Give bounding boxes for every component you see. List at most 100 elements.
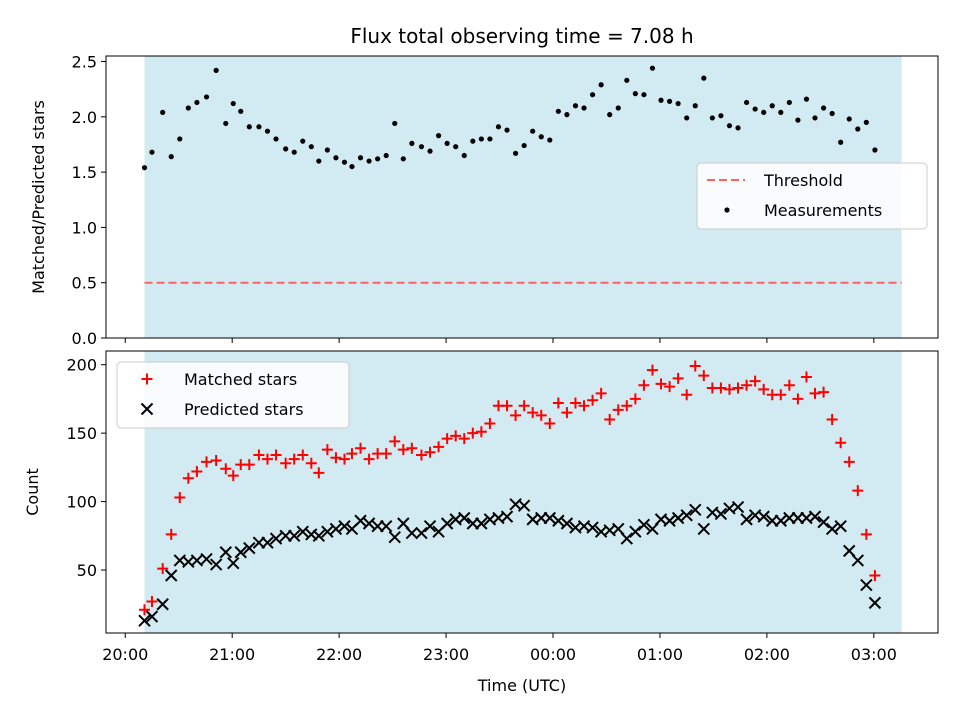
data-point — [624, 77, 630, 83]
data-point — [227, 556, 240, 570]
data-point — [535, 409, 547, 421]
data-point — [547, 137, 553, 143]
data-point — [203, 94, 210, 100]
y-axis-label: Matched/Predicted stars — [29, 100, 48, 294]
y-tick-label: 0.0 — [72, 329, 97, 348]
data-point — [598, 82, 604, 88]
data-point — [415, 449, 427, 461]
data-point — [778, 109, 784, 115]
data-point — [397, 444, 409, 456]
data-point — [809, 387, 821, 399]
data-point — [333, 155, 339, 161]
data-point — [406, 442, 418, 454]
data-point — [256, 124, 262, 130]
data-point — [714, 507, 728, 521]
data-point — [637, 518, 651, 532]
data-point — [569, 397, 581, 409]
ratio-panel: 0.0 0.5 1.0 1.5 2.0 2.5 Matched/Predicted star… — [29, 53, 939, 348]
count-panel: 50 100 150 200 20:00 21:00 22:00 23:00 00:00 01:0… — [23, 350, 939, 664]
data-point — [820, 105, 827, 111]
plot-frame-top — [105, 55, 939, 339]
data-point — [227, 470, 239, 482]
data-point — [735, 125, 741, 131]
y-tick-label: 1.0 — [72, 218, 97, 237]
data-point — [213, 67, 219, 73]
data-point — [521, 142, 527, 149]
plot-frame-bottom — [105, 350, 939, 634]
y-axis-label: Count — [23, 468, 42, 516]
data-point — [697, 522, 711, 536]
legend-label: Matched stars — [184, 370, 297, 389]
data-point — [732, 382, 744, 394]
data-point — [803, 96, 810, 102]
data-point — [620, 532, 634, 545]
data-point — [835, 437, 847, 449]
legend-swatch — [140, 402, 154, 416]
data-point — [234, 546, 247, 559]
data-point — [589, 92, 596, 98]
data-point — [427, 148, 433, 154]
data-point — [869, 570, 881, 582]
data-point — [701, 75, 707, 81]
data-point — [305, 457, 317, 469]
data-point — [800, 371, 812, 383]
data-point — [453, 144, 459, 150]
data-point — [664, 381, 676, 393]
data-point — [757, 510, 770, 523]
data-point — [510, 409, 522, 421]
data-point — [261, 536, 274, 549]
y-tick-label: 100 — [66, 493, 97, 512]
x-tick-label: 22:00 — [316, 645, 362, 664]
data-point — [671, 511, 685, 525]
data-point — [517, 499, 531, 512]
data-point — [487, 136, 493, 142]
data-point — [518, 400, 530, 412]
data-point — [209, 558, 223, 571]
legend-top: Threshold Measurements — [696, 162, 928, 230]
y-tick-label: 200 — [66, 356, 97, 375]
data-point — [312, 529, 326, 543]
data-point — [504, 127, 510, 133]
data-point — [440, 517, 454, 530]
y-tick-label: 2.0 — [72, 108, 97, 127]
data-point — [362, 517, 376, 530]
data-point — [572, 103, 579, 109]
data-point — [174, 491, 186, 503]
data-point — [313, 467, 325, 479]
data-point — [615, 105, 621, 111]
data-point — [261, 453, 273, 465]
data-point — [149, 149, 155, 155]
data-point — [666, 98, 673, 104]
data-point — [868, 596, 882, 610]
data-point — [774, 514, 788, 527]
data-point — [238, 108, 244, 114]
data-point — [581, 105, 587, 111]
data-point — [400, 156, 406, 162]
data-point — [219, 546, 232, 559]
data-point — [405, 526, 419, 540]
data-point — [280, 457, 292, 469]
data-point — [826, 413, 838, 425]
data-point — [475, 426, 487, 438]
legend-label: Measurements — [764, 201, 882, 220]
data-point — [604, 413, 616, 425]
data-point — [321, 525, 334, 538]
data-point — [389, 435, 401, 447]
data-point — [715, 382, 727, 394]
data-point — [709, 115, 715, 121]
data-point — [168, 154, 174, 160]
data-point — [872, 147, 878, 153]
data-point — [329, 522, 343, 536]
data-point — [470, 138, 476, 144]
x-tick-label: 21:00 — [209, 645, 255, 664]
data-point — [200, 552, 213, 566]
data-point — [564, 112, 570, 118]
y-tick-label: 2.5 — [72, 53, 97, 72]
data-point — [818, 386, 830, 398]
data-point — [156, 598, 169, 611]
data-point — [612, 404, 624, 416]
data-point — [146, 596, 158, 608]
data-point — [718, 113, 724, 119]
data-point — [863, 119, 869, 125]
data-point — [246, 124, 252, 130]
